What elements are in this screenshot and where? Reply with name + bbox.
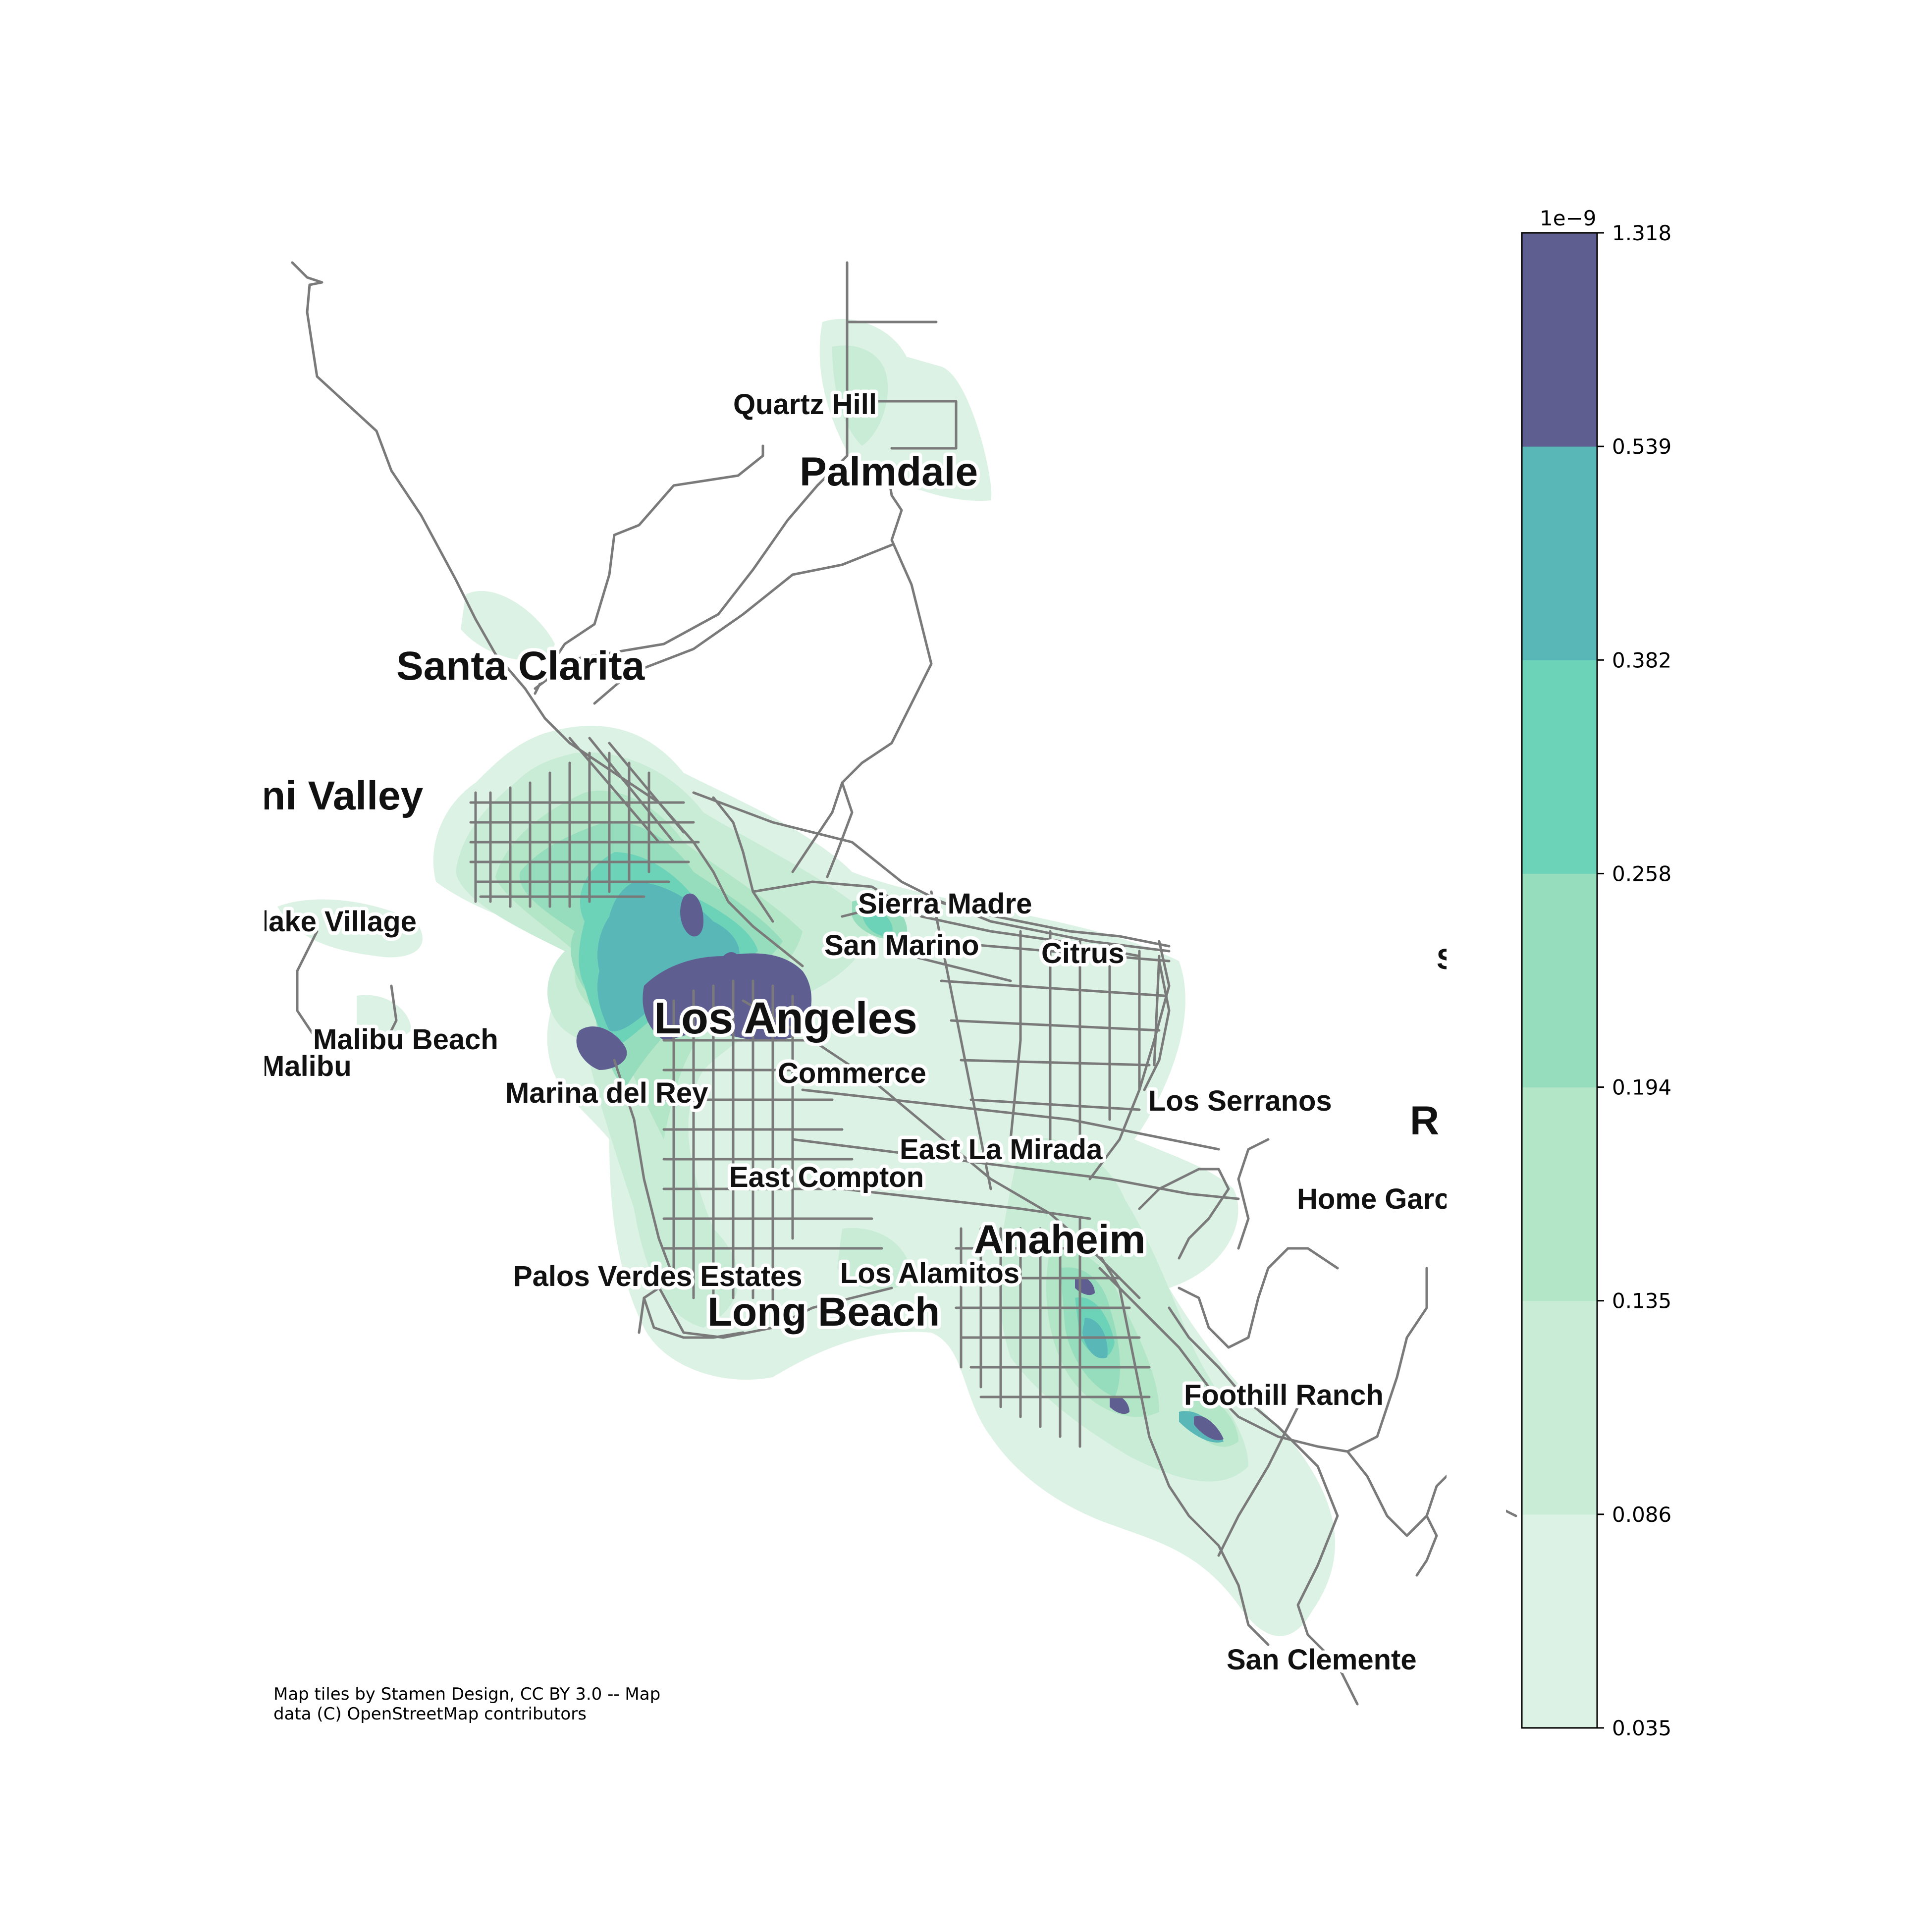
place-label-east-la-mirada: East La Mirada xyxy=(900,1133,1103,1166)
map-clip-right xyxy=(1447,208,1506,1744)
colorbar-band-2 xyxy=(1522,1300,1597,1515)
colorbar-bands xyxy=(1522,233,1597,1728)
place-label-riverside-partial: R xyxy=(1410,1098,1439,1143)
place-label-quartz-hill: Quartz Hill xyxy=(733,388,877,421)
place-label-lake-village: lake Village xyxy=(261,906,417,938)
colorbar-frame xyxy=(1521,232,1598,1729)
place-label-santa-clarita: Santa Clarita xyxy=(396,644,645,689)
colorbar-band-1 xyxy=(1522,1514,1597,1728)
attribution-line-1: Map tiles by Stamen Design, CC BY 3.0 --… xyxy=(273,1684,661,1704)
place-label-marina-del-rey: Marina del Rey xyxy=(505,1077,708,1109)
colorbar-tick-label: 0.135 xyxy=(1612,1289,1671,1313)
colorbar-tick-label: 0.382 xyxy=(1612,648,1671,672)
colorbar-multiplier-label: 1e−9 xyxy=(1540,206,1596,230)
colorbar-band-3 xyxy=(1522,1087,1597,1301)
place-label-home-gardens-partial: Home Garc xyxy=(1297,1183,1450,1215)
place-label-san-clemente: San Clemente xyxy=(1227,1644,1417,1676)
place-label-malibu-beach: Malibu Beach xyxy=(313,1023,498,1056)
road-network xyxy=(291,261,1517,1706)
colorbar-band-4 xyxy=(1522,873,1597,1088)
density-level-7 xyxy=(576,893,1224,1441)
place-label-long-beach: Long Beach xyxy=(707,1289,940,1335)
place-label-anaheim: Anaheim xyxy=(974,1217,1145,1262)
place-label-sierra-madre: Sierra Madre xyxy=(858,888,1032,920)
place-label-commerce: Commerce xyxy=(778,1057,926,1089)
place-label-los-alamitos: Los Alamitos xyxy=(840,1257,1020,1289)
colorbar-tick-label: 0.194 xyxy=(1612,1075,1671,1100)
place-label-palmdale: Palmdale xyxy=(800,449,978,494)
colorbar: 0.035 0.086 0.135 0.194 0.258 0.382 0.539 1.318… xyxy=(1521,206,1671,1740)
attribution-line-2: data (C) OpenStreetMap contributors xyxy=(273,1704,587,1724)
place-label-los-serranos: Los Serranos xyxy=(1148,1085,1332,1117)
colorbar-tick-label: 0.086 xyxy=(1612,1503,1671,1527)
colorbar-tick-label: 0.035 xyxy=(1612,1716,1671,1740)
colorbar-tick-label: 1.318 xyxy=(1612,221,1671,245)
place-label-east-compton: East Compton xyxy=(729,1161,924,1193)
place-label-citrus: Citrus xyxy=(1041,937,1125,969)
colorbar-band-5 xyxy=(1522,660,1597,874)
map-attribution: Map tiles by Stamen Design, CC BY 3.0 --… xyxy=(273,1684,719,1724)
map-clip-left xyxy=(0,208,265,1744)
place-label-malibu: Malibu xyxy=(261,1050,352,1082)
place-label-los-angeles: Los Angeles xyxy=(654,994,917,1043)
colorbar-band-7 xyxy=(1522,233,1597,447)
colorbar-ticks: 0.035 0.086 0.135 0.194 0.258 0.382 0.539 1.318 xyxy=(1597,221,1671,1740)
colorbar-tick-label: 0.258 xyxy=(1612,861,1671,886)
place-label-san-marino: San Marino xyxy=(824,929,979,962)
place-label-palos-verdes-estates: Palos Verdes Estates xyxy=(513,1260,803,1292)
colorbar-band-6 xyxy=(1522,446,1597,660)
colorbar-tick-label: 0.539 xyxy=(1612,434,1671,459)
density-contours xyxy=(277,319,1335,1636)
place-label-foothill-ranch: Foothill Ranch xyxy=(1184,1379,1384,1411)
place-label-simi-valley: ni Valley xyxy=(261,773,424,818)
place-labels: Quartz Hill Palmdale Santa Clarita ni Va… xyxy=(257,385,1459,1679)
